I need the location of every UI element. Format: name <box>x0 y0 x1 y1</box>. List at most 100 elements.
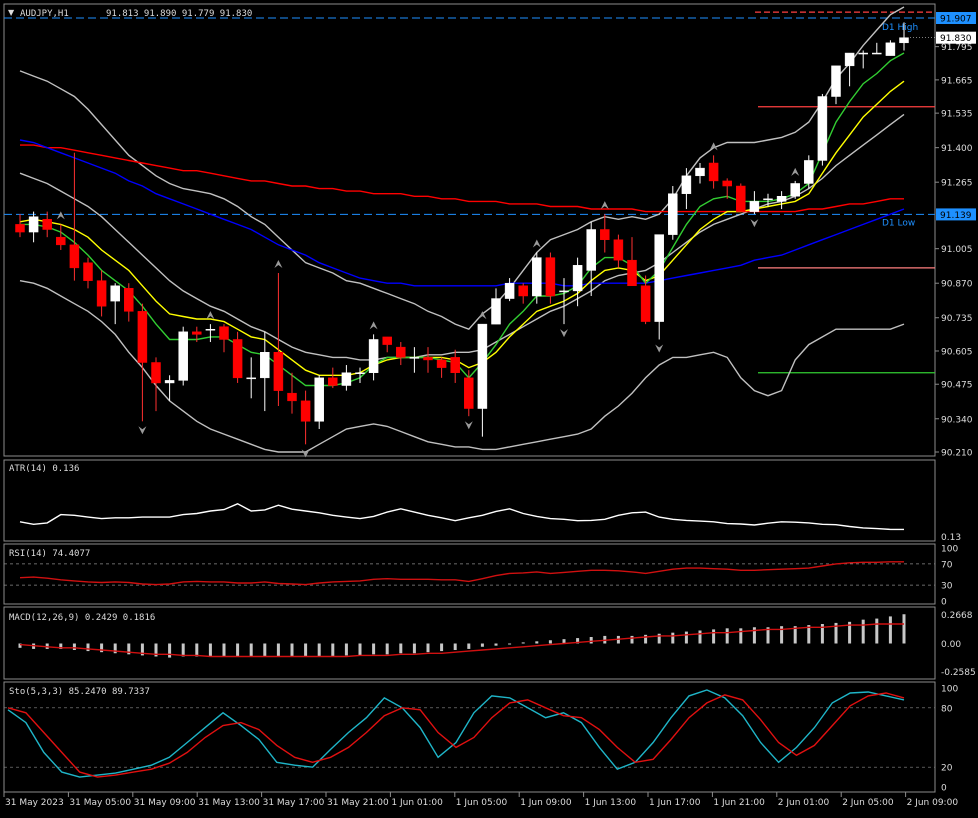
macd-histogram-bar <box>100 643 104 653</box>
macd-histogram-bar <box>236 643 240 657</box>
candle-body <box>28 216 39 233</box>
candle-body <box>654 234 664 322</box>
macd-signal-line <box>19 623 904 658</box>
candle-body <box>396 346 406 358</box>
fractal-up-icon <box>478 311 487 320</box>
macd-histogram-bar <box>249 643 253 657</box>
fractal-up-icon <box>56 211 65 220</box>
candle-body <box>436 359 447 368</box>
macd-histogram-bar <box>208 643 212 657</box>
macd-histogram-bar <box>494 643 498 646</box>
macd-histogram-bar <box>548 640 552 644</box>
price-tick: 91.005 <box>941 245 973 255</box>
price-tick: 90.735 <box>941 314 973 324</box>
candle-body <box>69 244 80 269</box>
candle-body <box>450 357 460 373</box>
macd-histogram-bar <box>576 638 580 644</box>
stoch-signal-line <box>7 692 905 778</box>
fractal-up-icon <box>791 167 800 176</box>
time-label: 1 Jun 21:00 <box>713 798 765 808</box>
candle-body <box>110 285 120 302</box>
candle-body <box>736 185 746 212</box>
candle-body <box>831 65 841 97</box>
stoch-panel[interactable] <box>3 681 936 793</box>
candle-body <box>409 357 420 359</box>
ohlc-values: 91.813 91.890 91.779 91.830 <box>106 9 252 19</box>
rsi-tick: 0 <box>941 598 947 608</box>
macd-histogram-bar <box>331 643 335 657</box>
candle-body <box>42 219 52 230</box>
atr-panel[interactable] <box>3 459 936 542</box>
macd-histogram-bar <box>304 643 308 657</box>
candle-body <box>178 331 188 381</box>
candle-body <box>872 52 882 55</box>
macd-histogram-bar <box>453 643 457 650</box>
candle-body <box>722 180 732 187</box>
time-label: 31 May 17:00 <box>263 798 325 808</box>
rsi-panel[interactable] <box>3 543 936 605</box>
candle-body <box>681 175 692 194</box>
macd-tick: 0.00 <box>941 640 961 650</box>
candle-body <box>341 372 352 386</box>
candle-body <box>545 257 556 297</box>
macd-title: MACD(12,26,9) 0.2429 0.1816 <box>9 613 155 623</box>
atr-tick: 0.13 <box>941 533 961 543</box>
macd-histogram-bar <box>181 643 185 657</box>
candle-body <box>885 42 896 56</box>
fractal-down-icon <box>750 219 759 228</box>
candle-body <box>844 52 855 67</box>
macd-histogram-bar <box>589 637 593 644</box>
time-label: 1 Jun 05:00 <box>456 798 508 808</box>
time-label: 1 Jun 01:00 <box>391 798 443 808</box>
candle-body <box>56 236 66 246</box>
macd-tick: 0.2668 <box>941 611 973 621</box>
rsi-tick: 70 <box>941 560 953 570</box>
rsi-tick: 100 <box>941 545 958 555</box>
macd-histogram-bar <box>902 614 906 644</box>
stoch-main-line <box>7 689 905 778</box>
macd-histogram-bar <box>875 618 879 644</box>
macd-histogram-bar <box>508 643 512 645</box>
macd-histogram-bar <box>698 630 702 644</box>
price-tick: 91.265 <box>941 179 973 189</box>
macd-histogram-bar <box>372 643 376 655</box>
fractal-up-icon <box>709 142 718 151</box>
time-label: 2 Jun 05:00 <box>842 798 894 808</box>
macd-panel[interactable] <box>3 606 936 680</box>
fractal-up-icon <box>532 239 541 248</box>
band-upper <box>19 6 905 331</box>
macd-histogram-bar <box>521 642 525 644</box>
candle-body <box>273 352 284 391</box>
candle-body <box>532 257 542 297</box>
candle-body <box>600 229 610 240</box>
macd-histogram-bar <box>562 639 566 644</box>
macd-histogram-bar <box>766 627 770 644</box>
current-price-tag <box>936 31 976 44</box>
fractal-down-icon <box>464 421 473 430</box>
macd-histogram-bar <box>18 643 22 648</box>
fractal-down-icon <box>655 344 664 353</box>
d1-high-price-tag <box>936 12 976 24</box>
macd-histogram-bar <box>72 643 76 650</box>
macd-histogram-bar <box>848 621 852 644</box>
macd-histogram-bar <box>140 643 144 656</box>
candle-body <box>695 167 705 177</box>
candle-body <box>219 326 229 340</box>
dropdown-arrow-icon[interactable]: ▼ <box>8 8 15 17</box>
current-price-label: 91.830 <box>940 34 972 44</box>
macd-histogram-bar <box>671 632 675 644</box>
macd-histogram-bar <box>739 628 743 644</box>
macd-histogram-bar <box>426 643 430 653</box>
candle-body <box>858 52 868 55</box>
candle-body <box>749 201 760 212</box>
candle-body <box>423 357 433 361</box>
macd-histogram-bar <box>290 643 294 657</box>
candle-body <box>804 160 814 184</box>
time-label: 2 Jun 01:00 <box>778 798 830 808</box>
stoch-tick: 100 <box>941 685 958 695</box>
atr-line <box>19 503 904 531</box>
stoch-title: Sto(5,3,3) 85.2470 89.7337 <box>9 687 150 697</box>
macd-histogram-bar <box>834 622 838 644</box>
